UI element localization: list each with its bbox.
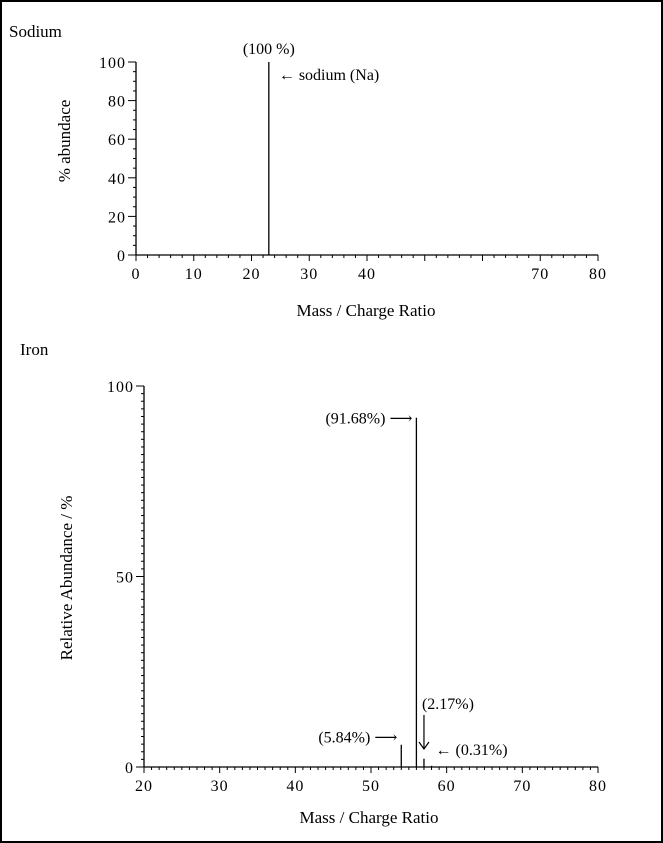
iron-x-tick-label: 50 xyxy=(362,778,380,795)
sodium-x-tick-label: 10 xyxy=(185,266,203,283)
iron-y-tick-label: 0 xyxy=(125,760,134,777)
sodium-y-axis-label: % abundace xyxy=(55,100,74,183)
sodium-peak-annotation: ← sodium (Na) xyxy=(279,67,379,84)
sodium-y-tick-label: 60 xyxy=(108,132,126,149)
iron-peak-annotation: ← (0.31%) xyxy=(436,742,508,759)
iron-x-tick-label: 60 xyxy=(438,778,456,795)
sodium-x-tick-label: 20 xyxy=(243,266,261,283)
iron-x-tick-label: 30 xyxy=(211,778,229,795)
iron-x-tick-label: 40 xyxy=(286,778,304,795)
sodium-chart: Sodium % abundace Mass / Charge Ratio 0 1… xyxy=(9,22,607,320)
iron-x-tick-label: 70 xyxy=(513,778,531,795)
sodium-y-tick-label: 100 xyxy=(99,55,126,72)
iron-title: Iron xyxy=(20,340,49,359)
iron-peak-annotation: (91.68%) ⟶ xyxy=(325,411,412,428)
sodium-x-tick-label: 40 xyxy=(358,266,376,283)
sodium-peak-annotation: (100 %) xyxy=(243,41,295,58)
iron-x-tick-label: 80 xyxy=(589,778,607,795)
sodium-y-tick-label: 80 xyxy=(108,94,126,111)
sodium-title: Sodium xyxy=(9,22,62,41)
iron-arrowhead xyxy=(418,741,430,751)
sodium-y-tick-label: 0 xyxy=(117,248,126,265)
iron-y-tick-label: 100 xyxy=(107,379,134,396)
iron-peak-annotation: (5.84%) ⟶ xyxy=(318,730,397,747)
iron-peak-annotation: (2.17%) xyxy=(422,696,474,713)
sodium-x-tick-label: 0 xyxy=(132,266,141,283)
sodium-y-tick-label: 40 xyxy=(108,171,126,188)
iron-chart: Iron Relative Abundance / % Mass / Charg… xyxy=(20,340,607,827)
sodium-y-tick-label: 20 xyxy=(108,209,126,226)
sodium-x-tick-label: 80 xyxy=(589,266,607,283)
iron-x-tick-label: 20 xyxy=(135,778,153,795)
iron-x-axis-label: Mass / Charge Ratio xyxy=(300,808,439,827)
sodium-x-tick-label: 70 xyxy=(531,266,549,283)
sodium-x-tick-label: 30 xyxy=(300,266,318,283)
iron-y-axis-label: Relative Abundance / % xyxy=(57,496,76,661)
sodium-x-axis-label: Mass / Charge Ratio xyxy=(297,301,436,320)
iron-y-tick-label: 50 xyxy=(116,570,134,587)
